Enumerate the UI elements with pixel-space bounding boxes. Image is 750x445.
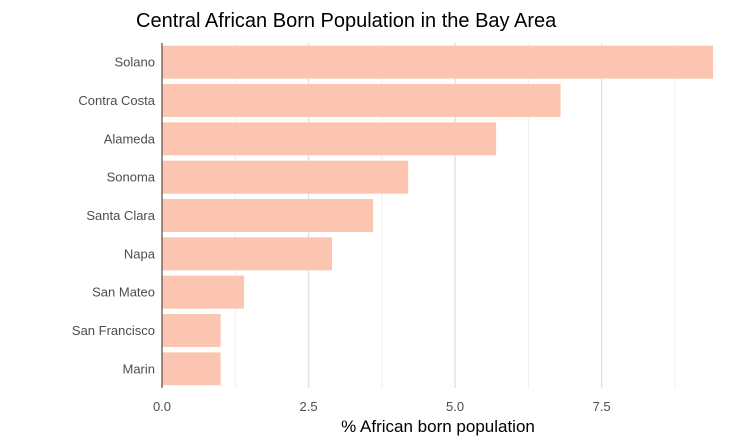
category-label: Alameda	[104, 131, 156, 146]
x-tick-label: 0.0	[153, 399, 171, 414]
bar-alameda	[162, 122, 497, 156]
bars-group	[162, 45, 713, 386]
chart-title: Central African Born Population in the B…	[136, 10, 557, 32]
x-tick-labels: 0.0 2.5 5.0 7.5	[153, 399, 611, 414]
category-label: Contra Costa	[78, 93, 155, 108]
category-label: Marin	[122, 361, 155, 376]
category-label: San Mateo	[92, 285, 155, 300]
bar-san-francisco	[162, 314, 221, 347]
x-tick-label: 5.0	[446, 399, 464, 414]
bar-santa-clara	[162, 199, 374, 232]
x-tick-label: 2.5	[300, 399, 318, 414]
category-label: Napa	[124, 246, 156, 261]
category-label: Sonoma	[107, 170, 156, 185]
category-label: Santa Clara	[86, 208, 155, 223]
bar-marin	[162, 352, 221, 386]
bar-sonoma	[162, 160, 409, 194]
bar-san-mateo	[162, 275, 245, 309]
category-label: San Francisco	[72, 323, 155, 338]
bar-solano	[162, 45, 713, 79]
x-tick-label: 7.5	[593, 399, 611, 414]
category-label: Solano	[115, 55, 155, 70]
category-labels: Solano Contra Costa Alameda Sonoma Santa Cla…	[72, 55, 156, 377]
bar-napa	[162, 237, 332, 271]
x-axis-title: % African born population	[341, 417, 535, 436]
bar-contra-costa	[162, 84, 561, 117]
